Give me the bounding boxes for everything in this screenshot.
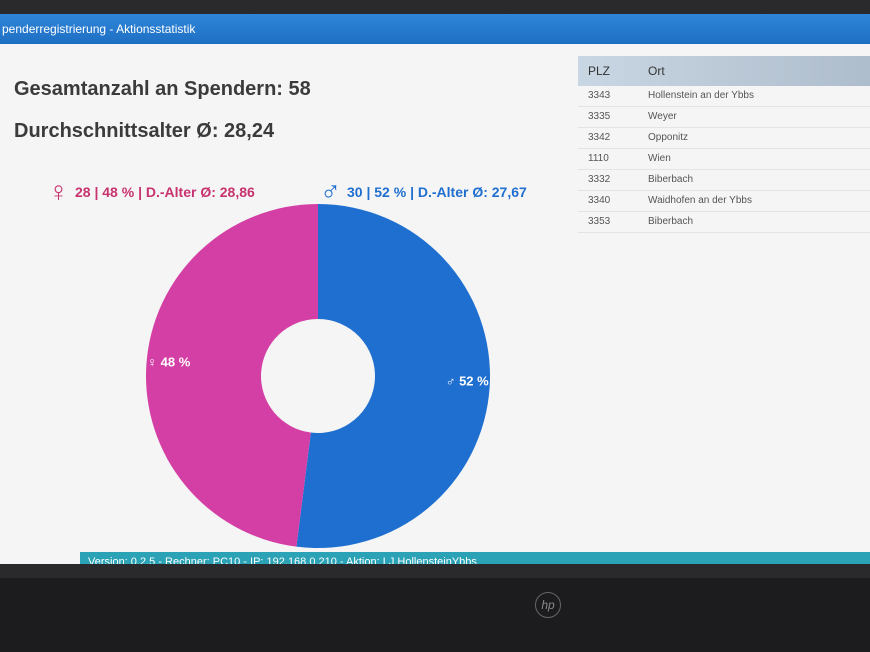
table-row[interactable]: 1110 Wien: [578, 149, 870, 170]
monitor-bezel: [0, 578, 870, 652]
slice-1[interactable]: [145, 204, 318, 547]
cell-plz: 3340: [588, 195, 611, 206]
cell-plz: 3342: [588, 132, 611, 143]
header-plz[interactable]: PLZ: [588, 64, 611, 78]
table-row[interactable]: 3332 Biberbach: [578, 170, 870, 191]
cell-plz: 3343: [588, 90, 611, 101]
hp-logo: hp: [535, 592, 561, 618]
cell-plz: 3353: [588, 216, 611, 227]
table-row[interactable]: 3343 Hollenstein an der Ybbs: [578, 86, 870, 107]
table-row[interactable]: 3340 Waidhofen an der Ybbs: [578, 191, 870, 212]
cell-ort: Waidhofen an der Ybbs: [648, 195, 752, 206]
cell-plz: 1110: [588, 153, 609, 164]
postcode-table: PLZ Ort 3343 Hollenstein an der Ybbs 3335 W…: [578, 56, 870, 233]
window-title: penderregistrierung - Aktionsstatistik: [0, 14, 870, 44]
female-icon: ♀: [48, 176, 69, 207]
male-icon: ♂: [320, 176, 341, 207]
table-header: PLZ Ort: [578, 56, 870, 86]
female-stat-text: 28 | 48 % | D.-Alter Ø: 28,86: [75, 184, 255, 200]
gender-donut-chart: ♂ 52 % ♀ 48 %: [145, 204, 490, 548]
cell-ort: Opponitz: [648, 132, 689, 143]
slice-label: ♀ 48 %: [147, 355, 190, 370]
cell-ort: Biberbach: [648, 216, 694, 227]
table-row[interactable]: 3353 Biberbach: [578, 212, 870, 233]
cell-plz: 3335: [588, 111, 611, 122]
cell-plz: 3332: [588, 174, 611, 185]
table-row[interactable]: 3335 Weyer: [578, 107, 870, 128]
cell-ort: Hollenstein an der Ybbs: [648, 90, 754, 101]
slice-label: ♂ 52 %: [446, 373, 489, 388]
total-donors: Gesamtanzahl an Spendern: 58: [14, 78, 311, 100]
cell-ort: Biberbach: [648, 174, 694, 185]
cell-ort: Weyer: [648, 111, 677, 122]
male-stat-text: 30 | 52 % | D.-Alter Ø: 27,67: [347, 184, 527, 200]
cell-ort: Wien: [648, 153, 671, 164]
slice-0[interactable]: [296, 204, 490, 548]
average-age: Durchschnittsalter Ø: 28,24: [14, 120, 275, 142]
male-stat: ♂ 30 | 52 % | D.-Alter Ø: 27,67: [320, 176, 527, 208]
table-row[interactable]: 3342 Opponitz: [578, 128, 870, 149]
app-screen: penderregistrierung - Aktionsstatistik G…: [0, 14, 870, 564]
female-stat: ♀ 28 | 48 % | D.-Alter Ø: 28,86: [48, 176, 255, 208]
header-ort[interactable]: Ort: [648, 64, 665, 78]
status-bar: Version: 0.2.5 - Rechner: PC10 - IP: 192…: [80, 552, 870, 564]
